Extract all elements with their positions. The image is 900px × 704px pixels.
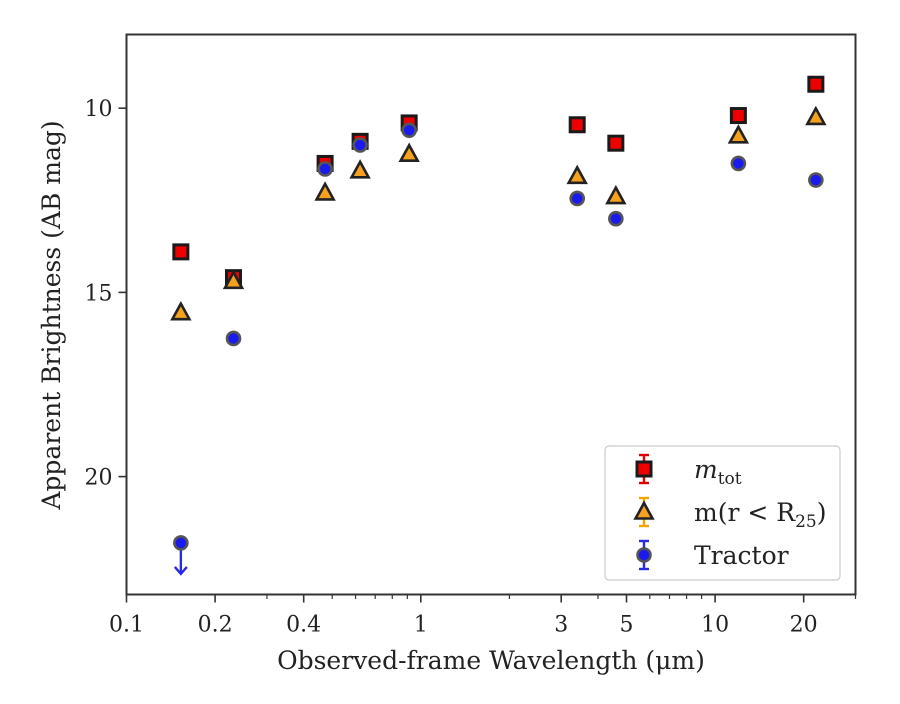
x-tick-label: 0.1 [109, 613, 144, 638]
data-point [607, 134, 625, 152]
data-point [398, 142, 420, 163]
series-2 [173, 122, 824, 576]
legend: mtot m(r < R25) Tractor [604, 445, 841, 581]
data-point [808, 172, 824, 188]
data-point [317, 161, 333, 177]
legend-label: mtot [694, 455, 742, 489]
x-tick-label: 5 [619, 613, 633, 638]
legend-label: m(r < R25) [694, 498, 826, 532]
data-point [608, 210, 624, 227]
data-point [349, 159, 371, 179]
x-tick-label: 0.2 [198, 613, 233, 638]
data-point [173, 535, 189, 551]
data-point [605, 184, 627, 205]
upper-limit-arrow-head [173, 566, 188, 576]
data-point [401, 122, 417, 139]
data-point [352, 137, 368, 153]
plot-frame [125, 33, 857, 596]
legend-label: Tractor [694, 541, 789, 570]
legend-entry: m(r < R25) [633, 496, 826, 532]
legend-box [604, 445, 841, 581]
data-point [729, 107, 747, 125]
data-point [222, 269, 245, 290]
x-tick-label: 1 [414, 613, 428, 638]
data-point [727, 124, 750, 144]
y-tick-label: 10 [85, 97, 113, 122]
data-point [170, 300, 192, 321]
x-tick-label: 10 [701, 613, 729, 638]
series-1 [170, 105, 827, 321]
data-point [807, 75, 825, 93]
data-point [314, 181, 336, 201]
data-point [172, 243, 190, 261]
data-point [805, 105, 827, 126]
data-point [225, 330, 242, 347]
y-axis-title: Apparent Brightness (AB mag) [37, 120, 66, 510]
x-tick-label: 0.4 [286, 613, 321, 638]
x-tick-label: 3 [554, 613, 568, 638]
legend-marker [633, 500, 655, 520]
y-tick-label: 15 [85, 281, 113, 306]
y-tick-label: 20 [85, 466, 113, 491]
series-0 [172, 75, 825, 287]
legend-marker [636, 547, 652, 563]
legend-entry: mtot [635, 453, 742, 489]
legend-entry: Tractor [636, 539, 789, 571]
legend-marker [635, 460, 653, 478]
data-point [568, 116, 586, 134]
data-point [566, 164, 588, 185]
x-axis-title: Observed-frame Wavelength (μm) [277, 646, 705, 675]
data-point [730, 155, 747, 172]
x-tick-label: 20 [790, 613, 818, 638]
data-point [569, 190, 586, 207]
